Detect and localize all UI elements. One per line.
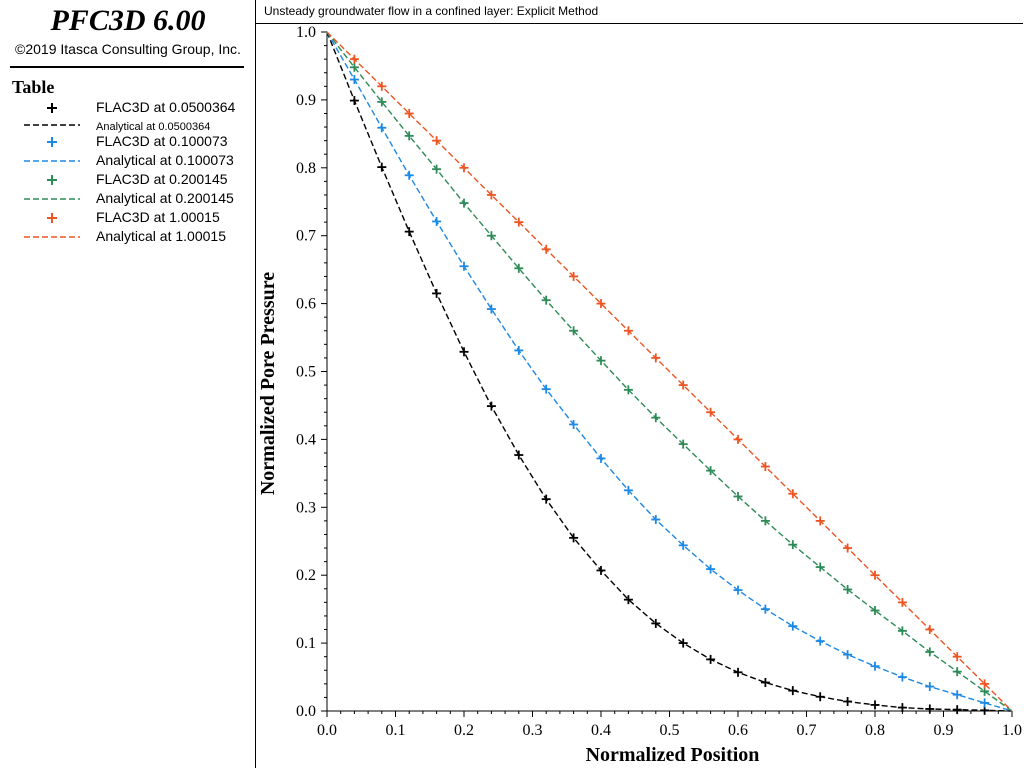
legend-entry: FLAC3D at 0.0500364 xyxy=(0,98,256,117)
pore-pressure-chart: 0.0 0.1 0.2 0.3 0.4 0.5 0.6 0.7 0.8 0.9 1.0 0.0 0.1 0… xyxy=(257,24,1022,766)
legend-label: Analytical at 1.00015 xyxy=(96,228,226,244)
legend-label: FLAC3D at 1.00015 xyxy=(96,209,220,225)
flac3d-data-point xyxy=(870,570,880,580)
legend-plus-marker-icon xyxy=(47,175,57,185)
x-tick-label: 0.1 xyxy=(386,722,406,739)
x-tick-label: 0.6 xyxy=(728,722,748,739)
x-tick-label: 0.3 xyxy=(523,722,543,739)
legend-label: FLAC3D at 0.0500364 xyxy=(96,99,236,115)
legend-plus-marker xyxy=(47,213,57,223)
flac3d-data-point xyxy=(377,97,387,107)
x-axis-label: Normalized Position xyxy=(586,744,760,766)
flac3d-data-point xyxy=(404,227,414,237)
copyright-text: ©2019 Itasca Consulting Group, Inc. xyxy=(15,41,241,57)
series-2 xyxy=(349,75,990,708)
app-title: PFC3D 6.00 xyxy=(50,4,206,37)
flac3d-data-point xyxy=(980,698,990,708)
legend-plus-marker-icon xyxy=(47,103,57,113)
legend-entry: Analytical at 0.100073 xyxy=(0,151,256,170)
x-tick-label: 0.4 xyxy=(591,722,611,739)
x-tick-label: 0.2 xyxy=(454,722,474,739)
legend-dashed-line-icon xyxy=(24,236,80,238)
legend-label: Analytical at 0.200145 xyxy=(96,190,234,206)
y-tick-label: 0.1 xyxy=(296,635,316,652)
flac3d-data-point xyxy=(651,618,661,628)
legend-entry: FLAC3D at 1.00015 xyxy=(0,208,256,227)
series-7 xyxy=(326,31,1013,712)
flac3d-data-point xyxy=(760,677,770,687)
legend-label: Analytical at 0.0500364 xyxy=(96,121,211,133)
series-3 xyxy=(326,31,1013,712)
title-divider xyxy=(10,66,244,68)
legend-plus-marker xyxy=(47,175,57,185)
flac3d-data-point xyxy=(678,540,688,550)
x-tick-label: 0.5 xyxy=(660,722,680,739)
y-axis-label: Normalized Pore Pressure xyxy=(257,272,279,495)
flac3d-data-point xyxy=(733,491,743,501)
flac3d-data-point xyxy=(623,595,633,605)
legend-plus-marker xyxy=(47,103,57,113)
y-tick-label: 0.7 xyxy=(296,228,316,245)
chart-title: Unsteady groundwater flow in a confined … xyxy=(264,4,599,18)
series-4 xyxy=(349,62,990,696)
flac3d-data-point xyxy=(788,489,798,499)
legend-dashed-line-icon xyxy=(24,124,80,126)
y-tick-label: 0.5 xyxy=(296,364,316,381)
legend-dashed-line-icon xyxy=(24,198,80,200)
legend-label: FLAC3D at 0.100073 xyxy=(96,133,228,149)
y-tick-label: 0.9 xyxy=(296,92,316,109)
flac3d-data-point xyxy=(569,533,579,543)
legend-heading: Table xyxy=(12,77,55,97)
flac3d-data-point xyxy=(870,606,880,616)
y-tick-label: 0.3 xyxy=(296,499,316,516)
series-0 xyxy=(349,96,990,715)
flac3d-data-point xyxy=(514,263,524,273)
x-tick-label: 1.0 xyxy=(1002,722,1022,739)
legend-plus-marker-icon xyxy=(47,137,57,147)
legend-label: Analytical at 0.100073 xyxy=(96,152,234,168)
flac3d-data-point xyxy=(596,299,606,309)
flac3d-data-point xyxy=(706,466,716,476)
x-tick-label: 0.7 xyxy=(797,722,817,739)
analytical-series-line xyxy=(326,31,1013,712)
chart-title-bar: Unsteady groundwater flow in a confined … xyxy=(256,0,1023,24)
legend-dashed-line-icon xyxy=(24,160,80,162)
legend-plus-marker-icon xyxy=(47,213,57,223)
y-tick-label: 0.6 xyxy=(296,296,316,313)
series-5 xyxy=(326,31,1013,712)
flac3d-data-point xyxy=(843,650,853,660)
flac3d-data-point xyxy=(349,62,359,72)
x-tick-label: 0.8 xyxy=(865,722,885,739)
legend-entry: FLAC3D at 0.200145 xyxy=(0,170,256,189)
flac3d-data-point xyxy=(843,584,853,594)
legend-panel: PFC3D 6.00 ©2019 Itasca Consulting Group… xyxy=(0,0,256,768)
y-tick-label: 0.8 xyxy=(296,160,316,177)
flac3d-data-point xyxy=(404,108,414,118)
flac3d-data-point xyxy=(952,690,962,700)
flac3d-data-point xyxy=(788,621,798,631)
flac3d-data-point xyxy=(678,380,688,390)
legend-entry: Analytical at 0.200145 xyxy=(0,189,256,208)
analytical-series-line xyxy=(326,31,1013,712)
flac3d-data-point xyxy=(486,304,496,314)
x-tick-label: 0.9 xyxy=(934,722,954,739)
flac3d-data-point xyxy=(486,190,496,200)
flac3d-data-point xyxy=(980,679,990,689)
y-tick-label: 0.2 xyxy=(296,567,316,584)
legend-entry: Analytical at 0.0500364 xyxy=(0,115,256,134)
y-tick-label: 0.4 xyxy=(296,431,316,448)
analytical-series-line xyxy=(326,31,1013,712)
x-tick-label: 0.0 xyxy=(317,722,337,739)
flac3d-data-point xyxy=(404,131,414,141)
legend-plus-marker xyxy=(47,137,57,147)
legend-entry: Analytical at 1.00015 xyxy=(0,227,256,246)
y-tick-label: 1.0 xyxy=(296,24,316,41)
y-tick-label: 0.0 xyxy=(296,703,316,720)
legend-entry: FLAC3D at 0.100073 xyxy=(0,132,256,151)
flac3d-data-point xyxy=(706,564,716,574)
legend-label: FLAC3D at 0.200145 xyxy=(96,171,228,187)
chart-panel: 0.0 0.1 0.2 0.3 0.4 0.5 0.6 0.7 0.8 0.9 1.0 0.0 0.1 0… xyxy=(256,0,1024,768)
